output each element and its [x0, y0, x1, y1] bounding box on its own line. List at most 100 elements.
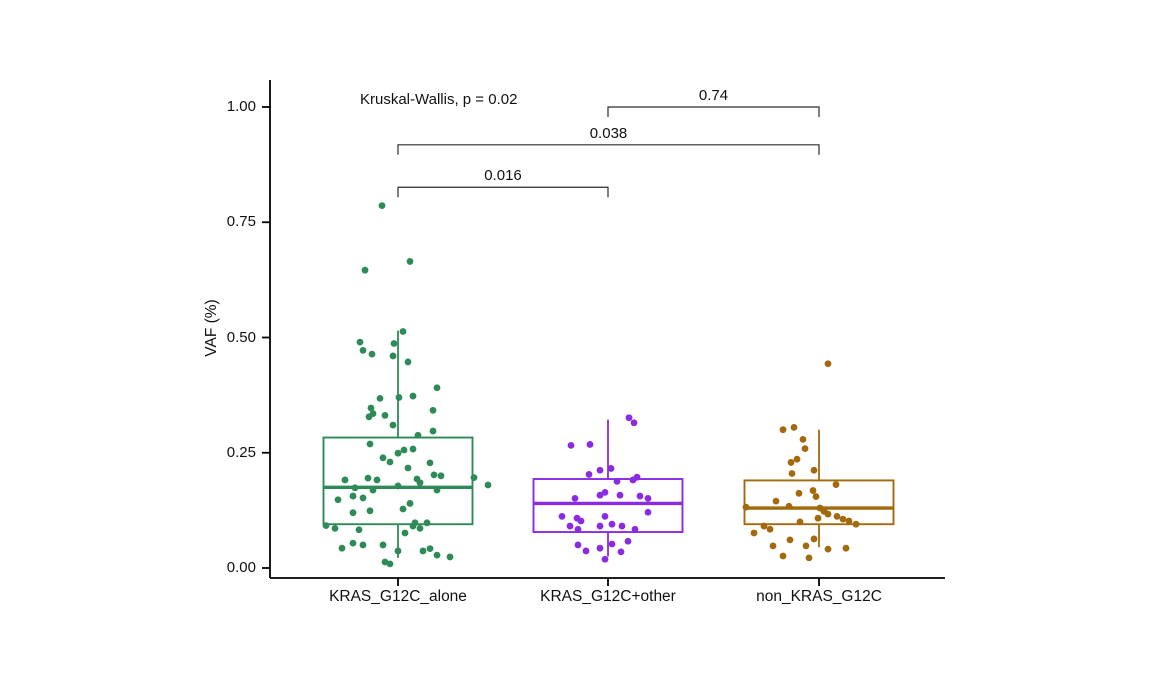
jitter-point [786, 536, 794, 544]
jitter-point [366, 440, 374, 448]
jitter-point [395, 394, 403, 401]
y-tick-label: 0.75 [226, 213, 256, 231]
jitter-point [577, 517, 585, 525]
jitter-point [484, 481, 492, 489]
jitter-point [368, 350, 376, 358]
jitter-point [366, 507, 374, 515]
jitter-point [788, 470, 796, 477]
jitter-point [349, 509, 357, 517]
jitter-point [390, 340, 398, 347]
jitter-point [406, 500, 414, 507]
jitter-point [355, 526, 363, 534]
jitter-point [574, 525, 582, 533]
jitter-point [585, 471, 593, 478]
jitter-point [842, 544, 850, 552]
jitter-point [446, 553, 454, 561]
jitter-point [379, 454, 387, 462]
jitter-point [470, 474, 478, 482]
jitter-point [812, 493, 820, 500]
jitter-point [322, 522, 330, 529]
jitter-point [437, 472, 445, 480]
comparison-bracket [607, 106, 820, 117]
jitter-point [785, 502, 793, 510]
jitter-point [630, 419, 638, 427]
jitter-point [364, 474, 372, 482]
jitter-point [356, 338, 364, 346]
jitter-point [349, 539, 357, 547]
jitter-point [381, 412, 389, 419]
jitter-point [359, 347, 367, 354]
jitter-point [386, 458, 394, 466]
jitter-point [416, 524, 424, 532]
jitter-point [429, 406, 437, 414]
jitter-point [799, 435, 807, 443]
y-tick-label: 0.25 [226, 443, 256, 461]
y-tick-label: 0.00 [226, 559, 256, 576]
jitter-point [779, 426, 787, 434]
jitter-point [814, 514, 822, 522]
jitter-point [772, 497, 780, 505]
jitter-point [423, 519, 431, 527]
jitter-point [409, 445, 417, 453]
jitter-point [636, 492, 644, 500]
jitter-point [389, 352, 397, 360]
jitter-point [359, 541, 367, 549]
comparison-bracket [397, 144, 820, 155]
jitter-point [558, 512, 566, 520]
jitter-point [617, 548, 625, 556]
jitter-point [596, 544, 604, 552]
jitter-point [334, 496, 342, 504]
jitter-point [824, 545, 832, 553]
x-axis-group-label: KRAS_G12C+other [540, 588, 676, 605]
x-axis-group-label: KRAS_G12C_alone [329, 588, 467, 605]
jitter-point [601, 488, 609, 496]
jitter-point [404, 358, 412, 366]
jitter-point [596, 491, 604, 499]
jitter-point [433, 384, 441, 392]
comparison-p-value: 0.74 [698, 87, 729, 104]
jitter-point [414, 431, 422, 439]
jitter-point [608, 520, 616, 528]
boxplot-box [322, 436, 474, 526]
jitter-point [644, 508, 652, 516]
jitter-point [582, 547, 590, 555]
jitter-point [586, 441, 594, 448]
jitter-point [426, 459, 434, 467]
jitter-point [367, 404, 375, 412]
jitter-point [416, 479, 424, 487]
jitter-point [760, 522, 768, 530]
jitter-point [801, 445, 809, 453]
jitter-point [394, 547, 402, 555]
jitter-point [596, 466, 604, 474]
jitter-point [833, 512, 841, 520]
jitter-point [769, 542, 777, 550]
jitter-point [824, 510, 832, 518]
jitter-point [810, 466, 818, 474]
jitter-point [400, 446, 408, 454]
boxplot-box [532, 478, 684, 533]
jitter-point [608, 540, 616, 548]
jitter-point [566, 522, 574, 530]
jitter-point [596, 522, 604, 530]
jitter-point [426, 545, 434, 553]
jitter-point [376, 394, 384, 402]
jitter-point [625, 414, 633, 422]
jitter-point [365, 413, 373, 421]
jitter-point [341, 476, 349, 484]
x-axis-group-label: non_KRAS_G12C [756, 588, 882, 605]
jitter-point [406, 258, 414, 265]
jitter-point [750, 529, 758, 537]
jitter-point [618, 522, 626, 530]
jitter-point [429, 427, 437, 435]
jitter-point [802, 542, 810, 550]
jitter-point [810, 535, 818, 543]
jitter-point [644, 494, 652, 502]
jitter-point [373, 476, 381, 484]
boxplot-box [743, 479, 895, 526]
jitter-point [567, 441, 575, 449]
jitter-point [574, 541, 582, 549]
jitter-point [401, 529, 409, 537]
jitter-point [409, 392, 417, 400]
jitter-point [845, 517, 853, 525]
